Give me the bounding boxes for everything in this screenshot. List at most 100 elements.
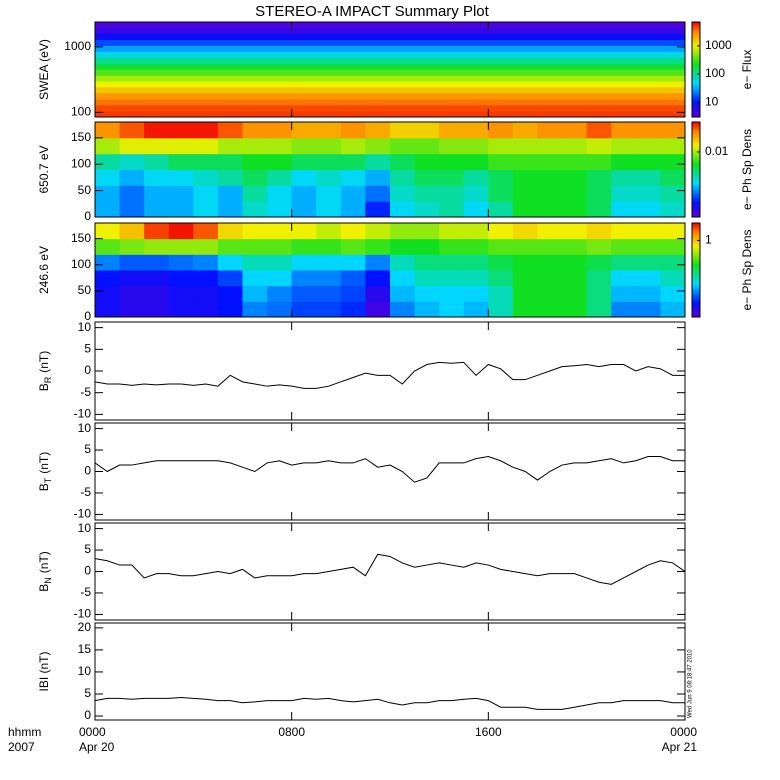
heatmap-cell	[488, 238, 514, 255]
heatmap-cell	[611, 153, 637, 170]
colorbar-label: e− Ph Sp Dens	[740, 129, 754, 210]
plot-area	[95, 697, 685, 710]
heatmap-cell	[316, 153, 342, 170]
heatmap-cell	[439, 122, 465, 139]
heatmap-cell	[390, 185, 416, 202]
heatmap-cell	[660, 153, 685, 170]
heatmap-cell	[144, 270, 170, 287]
heatmap-cell	[316, 201, 342, 217]
colorbar-tick-label: 100	[705, 66, 725, 80]
heatmap-cell	[168, 201, 194, 217]
heatmap-cell	[660, 223, 685, 240]
heatmap-cell	[217, 223, 243, 240]
colorbar	[691, 121, 701, 218]
heatmap-cell	[414, 185, 440, 202]
heatmap-cell	[463, 223, 489, 240]
heatmap-cell	[439, 169, 465, 186]
heatmap-cell	[586, 285, 612, 302]
heatmap-cell	[365, 185, 391, 202]
heatmap-cell	[267, 201, 293, 217]
heatmap-cell	[168, 122, 194, 139]
heatmap-cell	[95, 86, 685, 94]
heatmap-cell	[488, 185, 514, 202]
heatmap-cell	[562, 285, 588, 302]
heatmap-cell	[168, 137, 194, 155]
y-label-subscript: T	[43, 477, 53, 483]
heatmap-cell	[562, 238, 588, 255]
heatmap-cell	[316, 238, 342, 255]
heatmap-cell	[512, 270, 538, 287]
heatmap-cell	[267, 169, 293, 186]
heatmap-cell	[586, 185, 612, 202]
panel: 0.01 e− Ph Sp Dens 0 50 100 150 650.7 eV	[37, 121, 754, 223]
heatmap-cell	[144, 153, 170, 170]
y-label-text: B	[37, 383, 51, 391]
y-tick-label: -5	[80, 485, 91, 499]
y-tick-label: 50	[78, 283, 92, 297]
y-tick-label: 20	[78, 620, 92, 634]
heatmap-cell	[217, 270, 243, 287]
heatmap-cell	[660, 122, 685, 139]
heatmap-cell	[291, 254, 317, 271]
heatmap-cell	[267, 285, 293, 302]
heatmap-cell	[660, 169, 685, 186]
y-axis-label: 650.7 eV	[37, 145, 51, 193]
heatmap-cell	[414, 169, 440, 186]
heatmap-cell	[463, 285, 489, 302]
heatmap-cell	[217, 185, 243, 202]
heatmap-cell	[414, 122, 440, 139]
heatmap-cell	[119, 301, 145, 317]
heatmap-cell	[267, 301, 293, 317]
plot-area	[95, 223, 685, 317]
plot-area	[95, 361, 685, 389]
heatmap-cell	[242, 153, 268, 170]
heatmap-cell	[95, 33, 685, 40]
y-label-text: 246.6 eV	[37, 246, 51, 294]
heatmap-cell	[95, 51, 685, 58]
heatmap-cell	[586, 153, 612, 170]
heatmap-cell	[95, 27, 685, 35]
heatmap-cell	[340, 122, 366, 139]
heatmap-cell	[586, 270, 612, 287]
heatmap-cell	[95, 185, 121, 202]
heatmap-cell	[463, 270, 489, 287]
colorbar-label: e− Ph Sp Dens	[740, 229, 754, 310]
heatmap-cell	[144, 254, 170, 271]
heatmap-cell	[316, 185, 342, 202]
heatmap-cell	[340, 301, 366, 317]
y-tick-label: 10	[78, 320, 92, 334]
heatmap-cell	[488, 122, 514, 139]
heatmap-cell	[660, 137, 685, 155]
heatmap-cell	[512, 185, 538, 202]
heatmap-cell	[316, 223, 342, 240]
heatmap-cell	[95, 75, 685, 82]
heatmap-cell	[611, 301, 637, 317]
y-label-text: 650.7 eV	[37, 145, 51, 193]
heatmap-cell	[95, 270, 121, 287]
heatmap-cell	[95, 285, 121, 302]
panel-frame	[94, 121, 686, 218]
heatmap-cell	[144, 238, 170, 255]
panel: 1 e− Ph Sp Dens 0 50 100 150 246.6 eV	[37, 222, 754, 323]
heatmap-cell	[512, 169, 538, 186]
heatmap-cell	[660, 254, 685, 271]
heatmap-cell	[193, 254, 219, 271]
y-tick-label: 5	[84, 686, 91, 700]
x-date-label: Apr 21	[662, 740, 698, 754]
heatmap-cell	[316, 301, 342, 317]
y-tick-label: 100	[71, 257, 91, 271]
heatmap-cell	[488, 285, 514, 302]
heatmap-cell	[611, 285, 637, 302]
heatmap-cell	[365, 137, 391, 155]
heatmap-cell	[635, 238, 661, 255]
heatmap-cell	[242, 285, 268, 302]
heatmap-cell	[365, 169, 391, 186]
heatmap-cell	[365, 238, 391, 255]
heatmap-cell	[611, 122, 637, 139]
heatmap-cell	[119, 201, 145, 217]
heatmap-cell	[217, 201, 243, 217]
y-label-unit: (nT)	[37, 551, 51, 573]
heatmap-cell	[439, 270, 465, 287]
heatmap-cell	[537, 153, 563, 170]
